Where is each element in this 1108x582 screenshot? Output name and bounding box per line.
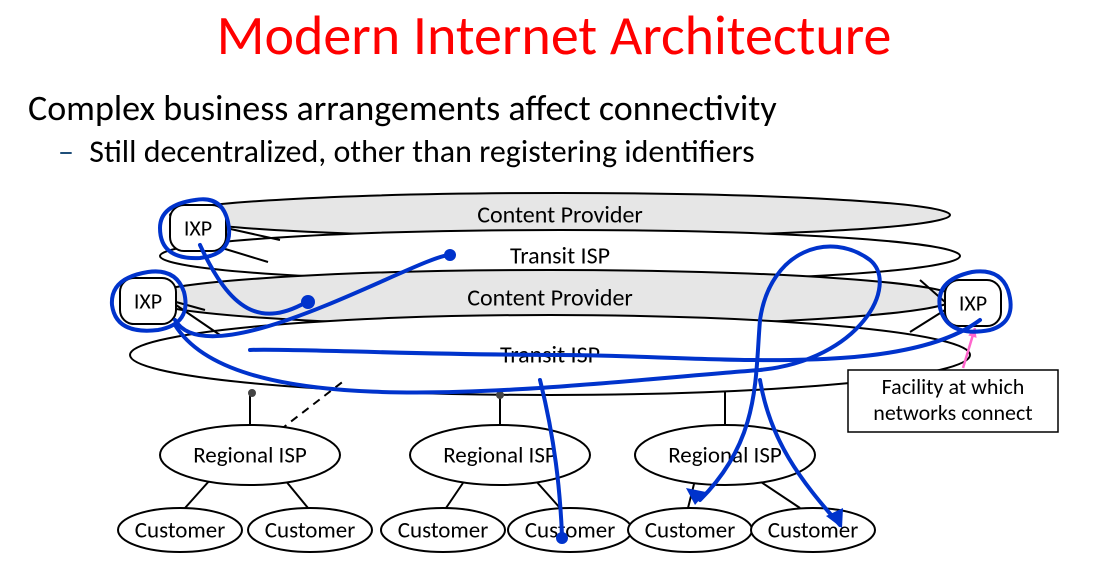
annotation-dot <box>444 249 456 261</box>
regional-group: Regional ISP Regional ISP Regional ISP <box>160 425 815 485</box>
customer-group: Customer Customer Customer Customer Customer… <box>118 508 875 552</box>
ixp-label-ixp1: IXP <box>184 214 212 241</box>
subtitle: Complex business arrangements affect con… <box>28 86 777 130</box>
title-text: Modern Internet Architecture <box>217 2 892 70</box>
ixp-label-ixp3: IXP <box>959 289 987 316</box>
edge <box>758 480 800 508</box>
bullet-text: Still decentralized, other than register… <box>89 132 754 171</box>
regional-label-r2: Regional ISP <box>443 441 557 469</box>
callout-line2: networks connect <box>873 399 1032 426</box>
subtitle-text: Complex business arrangements affect con… <box>28 86 777 130</box>
customer-label-c5: Customer <box>645 516 736 544</box>
layer-label-tisp1: Transit ISP <box>510 242 610 271</box>
customer-label-c4: Customer <box>525 516 616 544</box>
bullet-row: – Still decentralized, other than regist… <box>58 132 755 171</box>
customer-label-c2: Customer <box>265 516 356 544</box>
customer-label-c6: Customer <box>768 516 859 544</box>
layers-group: Content Provider Transit ISP Content Provi… <box>130 193 970 395</box>
annotation-dot <box>301 295 315 309</box>
edge <box>185 480 210 508</box>
regional-label-r1: Regional ISP <box>193 441 307 469</box>
callout-line1: Facility at which <box>882 373 1025 400</box>
layer-label-cp2: Content Provider <box>467 284 633 313</box>
edge <box>285 480 308 508</box>
junction-dot <box>248 389 256 397</box>
customer-label-c3: Customer <box>398 516 489 544</box>
regional-label-r3: Regional ISP <box>668 441 782 469</box>
ixp-label-ixp2: IXP <box>134 287 162 314</box>
customer-label-c1: Customer <box>135 516 226 544</box>
edge <box>446 480 465 508</box>
layer-label-cp1: Content Provider <box>477 201 643 230</box>
architecture-diagram: Content Provider Transit ISP Content Provi… <box>0 180 1108 582</box>
page-title: Modern Internet Architecture <box>0 2 1108 70</box>
bullet-dash: – <box>58 132 82 171</box>
annotation-dot <box>556 532 568 544</box>
